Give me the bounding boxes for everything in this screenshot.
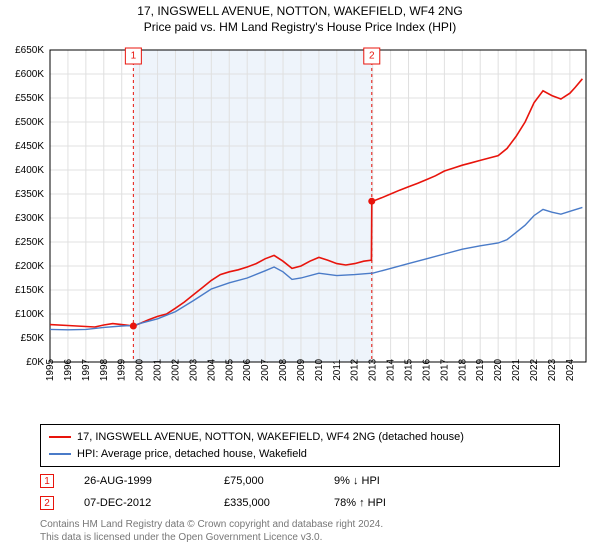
svg-text:£150K: £150K — [15, 285, 44, 296]
svg-text:£550K: £550K — [15, 93, 44, 104]
svg-text:£300K: £300K — [15, 213, 44, 224]
chart-area: £0K £50K £100K £150K £200K £250K £300K £350K £40… — [0, 36, 600, 416]
footer-attribution: Contains HM Land Registry data © Crown c… — [40, 518, 560, 544]
legend: 17, INGSWELL AVENUE, NOTTON, WAKEFIELD, … — [40, 424, 560, 467]
svg-text:2: 2 — [369, 51, 375, 62]
title-subtitle: Price paid vs. HM Land Registry's House … — [0, 20, 600, 36]
line-chart: £0K £50K £100K £150K £200K £250K £300K £350K £40… — [0, 36, 600, 416]
event-price: £335,000 — [224, 497, 304, 509]
footer-line: This data is licensed under the Open Gov… — [40, 531, 560, 544]
svg-text:£100K: £100K — [15, 309, 44, 320]
legend-label: HPI: Average price, detached house, Wake… — [77, 446, 307, 463]
svg-text:£0K: £0K — [26, 357, 44, 368]
svg-text:£250K: £250K — [15, 237, 44, 248]
svg-text:£450K: £450K — [15, 141, 44, 152]
legend-item-hpi: HPI: Average price, detached house, Wake… — [49, 446, 551, 463]
svg-text:£500K: £500K — [15, 117, 44, 128]
svg-text:£600K: £600K — [15, 69, 44, 80]
chart-titles: 17, INGSWELL AVENUE, NOTTON, WAKEFIELD, … — [0, 0, 600, 35]
svg-text:£350K: £350K — [15, 189, 44, 200]
event-date: 07-DEC-2012 — [84, 497, 194, 509]
event-date: 26-AUG-1999 — [84, 475, 194, 487]
legend-swatch — [49, 436, 71, 438]
event-row: 1 26-AUG-1999 £75,000 9% ↓ HPI — [40, 470, 560, 492]
title-address: 17, INGSWELL AVENUE, NOTTON, WAKEFIELD, … — [0, 4, 600, 20]
legend-label: 17, INGSWELL AVENUE, NOTTON, WAKEFIELD, … — [77, 429, 464, 446]
svg-text:£50K: £50K — [21, 333, 45, 344]
svg-text:£400K: £400K — [15, 165, 44, 176]
svg-text:£200K: £200K — [15, 261, 44, 272]
event-price: £75,000 — [224, 475, 304, 487]
event-row: 2 07-DEC-2012 £335,000 78% ↑ HPI — [40, 492, 560, 514]
event-marker-icon: 2 — [40, 496, 54, 510]
legend-swatch — [49, 453, 71, 455]
footer-line: Contains HM Land Registry data © Crown c… — [40, 518, 560, 531]
legend-item-price-paid: 17, INGSWELL AVENUE, NOTTON, WAKEFIELD, … — [49, 429, 551, 446]
event-marker-icon: 1 — [40, 474, 54, 488]
svg-text:£650K: £650K — [15, 45, 44, 56]
svg-text:1: 1 — [131, 51, 137, 62]
event-delta: 9% ↓ HPI — [334, 475, 454, 487]
event-delta: 78% ↑ HPI — [334, 497, 454, 509]
event-list: 1 26-AUG-1999 £75,000 9% ↓ HPI 2 07-DEC-… — [40, 470, 560, 514]
